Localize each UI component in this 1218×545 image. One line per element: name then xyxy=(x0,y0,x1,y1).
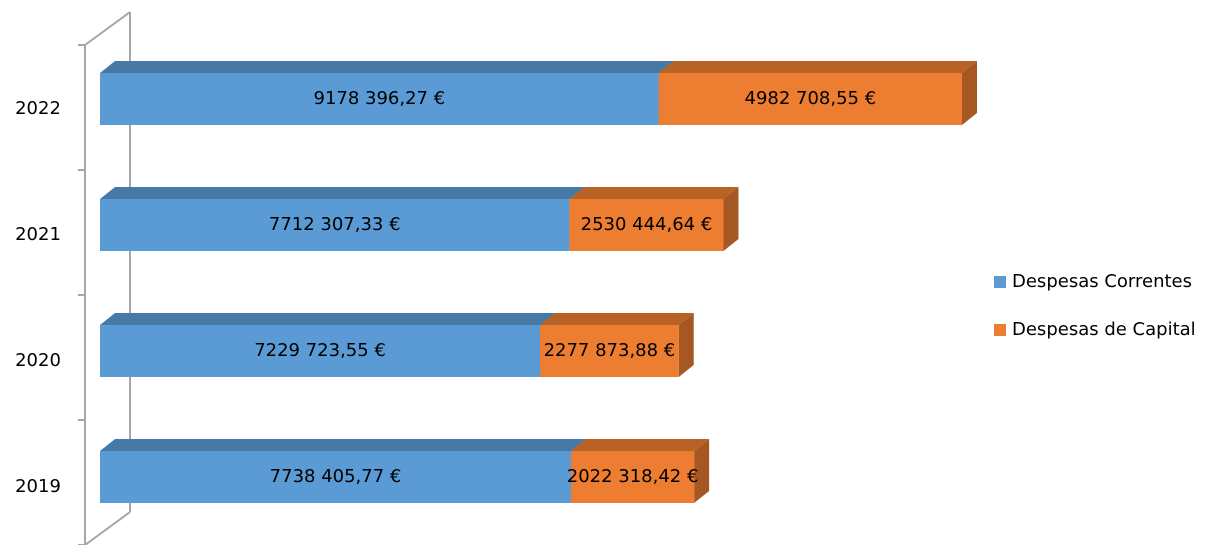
y-tick-label: 2020 xyxy=(15,350,61,371)
legend-swatch xyxy=(994,324,1006,336)
bar-segment xyxy=(658,61,977,125)
bar-side xyxy=(962,61,977,125)
legend-label: Despesas de Capital xyxy=(1012,319,1196,340)
legend-swatch xyxy=(994,276,1006,288)
y-tick-label: 2019 xyxy=(15,476,61,497)
bar-front xyxy=(571,451,695,503)
bar-segment xyxy=(569,187,739,251)
bar-top xyxy=(100,187,585,199)
bar-front xyxy=(100,325,541,377)
bar-top xyxy=(100,313,556,325)
y-tick-label: 2022 xyxy=(15,98,61,119)
value-label: 7712 307,33 € xyxy=(269,214,401,235)
value-label: 4982 708,55 € xyxy=(745,88,877,109)
bar-side xyxy=(723,187,739,251)
value-label: 7738 405,77 € xyxy=(270,466,402,487)
bar-front xyxy=(100,451,572,503)
bar-front xyxy=(100,199,570,251)
bar-top xyxy=(571,439,710,451)
value-label: 2022 318,42 € xyxy=(567,466,699,487)
bar-front xyxy=(569,199,724,251)
value-label: 7229 723,55 € xyxy=(254,340,386,361)
y-tick-label: 2021 xyxy=(15,224,61,245)
bar-side xyxy=(678,313,694,377)
bar-front xyxy=(100,73,659,125)
bar-top xyxy=(540,313,694,325)
bar-segment xyxy=(571,439,710,503)
value-label: 2530 444,64 € xyxy=(581,214,713,235)
bar-top xyxy=(100,61,674,73)
bar-top xyxy=(658,61,977,73)
value-label: 9178 396,27 € xyxy=(314,88,446,109)
bar-segment xyxy=(540,313,694,377)
bar-front xyxy=(658,73,962,125)
bar-top xyxy=(569,187,739,199)
legend-label: Despesas Correntes xyxy=(1012,271,1192,292)
bar-front xyxy=(540,325,679,377)
value-label: 2277 873,88 € xyxy=(544,340,676,361)
bar-side xyxy=(694,439,710,503)
bar-top xyxy=(100,439,587,451)
